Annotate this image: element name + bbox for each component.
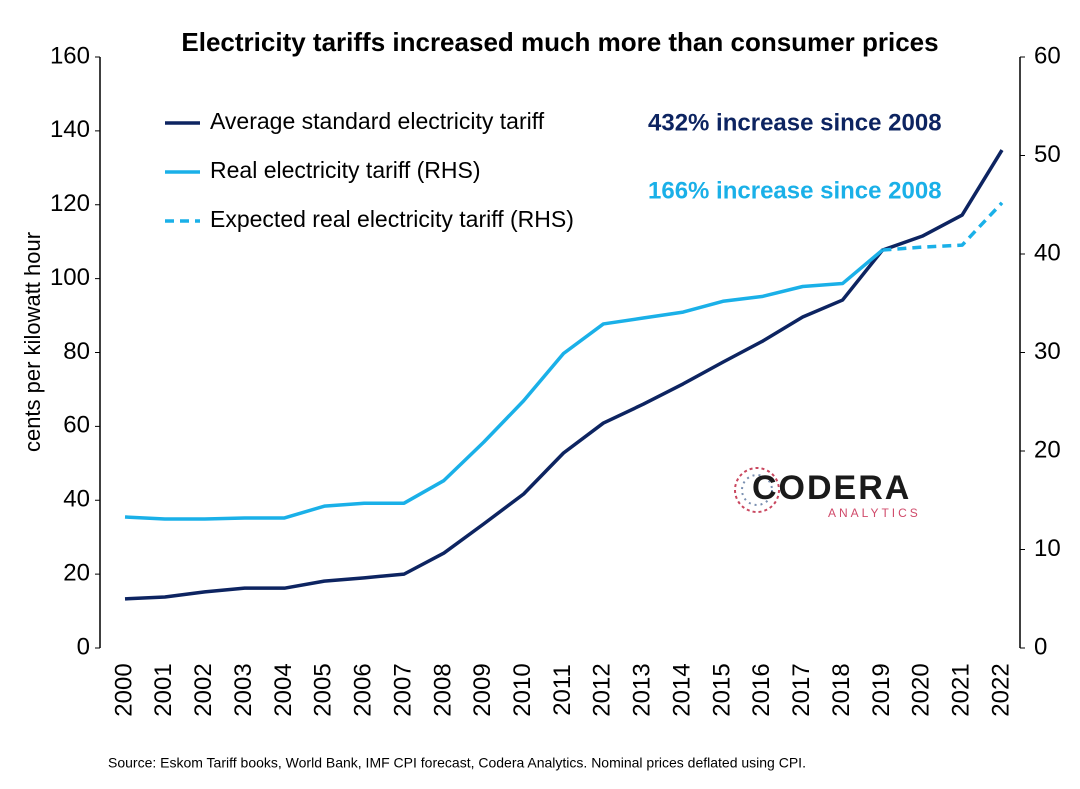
y2-tick-label: 60 (1034, 42, 1061, 69)
x-tick-label: 2020 (908, 663, 935, 716)
y-tick-label: 20 (63, 559, 90, 586)
chart-title: Electricity tariffs increased much more … (181, 27, 938, 57)
x-tick-label: 2022 (987, 663, 1014, 716)
x-tick-label: 2005 (310, 663, 337, 716)
y2-tick-label: 40 (1034, 239, 1061, 266)
series-line (124, 248, 884, 521)
y-tick-label: 120 (50, 190, 90, 217)
x-tick-label: 2014 (668, 663, 695, 716)
x-tick-label: 2001 (150, 663, 177, 716)
x-tick-label: 2003 (230, 663, 257, 716)
x-tick-label: 2007 (389, 663, 416, 716)
x-tick-label: 2013 (629, 663, 656, 716)
x-tick-label: 2002 (190, 663, 217, 716)
x-tick-label: 2012 (589, 663, 616, 716)
y2-tick-label: 10 (1034, 535, 1061, 562)
y-tick-label: 100 (50, 264, 90, 291)
y-tick-label: 40 (63, 486, 90, 513)
source-note: Source: Eskom Tariff books, World Bank, … (108, 755, 806, 771)
y-tick-label: 140 (50, 116, 90, 143)
logo-subtext: ANALYTICS (828, 506, 921, 520)
logo-text: CODERA (752, 469, 911, 507)
annotation: 166% increase since 2008 (648, 177, 942, 204)
legend-label: Real electricity tariff (RHS) (210, 157, 481, 183)
y-axis-title: cents per kilowatt hour (20, 232, 45, 452)
x-tick-label: 2004 (270, 663, 297, 716)
x-tick-label: 2006 (350, 663, 377, 716)
series-line (124, 149, 1004, 601)
y-tick-label: 60 (63, 412, 90, 439)
logo-icon (734, 467, 780, 513)
x-tick-label: 2019 (868, 663, 895, 716)
y2-tick-label: 50 (1034, 141, 1061, 168)
x-tick-label: 2017 (788, 663, 815, 716)
y-tick-label: 0 (77, 633, 90, 660)
y-tick-label: 80 (63, 338, 90, 365)
x-tick-label: 2011 (549, 664, 576, 716)
x-tick-label: 2016 (748, 663, 775, 716)
y-tick-label: 160 (50, 42, 90, 69)
legend-label: Average standard electricity tariff (210, 108, 545, 134)
legend-label: Expected real electricity tariff (RHS) (210, 206, 574, 232)
x-tick-label: 2015 (708, 663, 735, 716)
x-tick-label: 2009 (469, 663, 496, 716)
y2-tick-label: 0 (1034, 633, 1047, 660)
x-tick-label: 2010 (509, 663, 536, 716)
x-tick-label: 2008 (429, 663, 456, 716)
x-tick-label: 2000 (110, 663, 137, 716)
series-line (882, 201, 1004, 252)
logo-icon (741, 474, 773, 506)
annotation: 432% increase since 2008 (648, 109, 942, 136)
y2-tick-label: 30 (1034, 338, 1061, 365)
x-tick-label: 2018 (828, 663, 855, 716)
y2-tick-label: 20 (1034, 436, 1061, 463)
logo: CODERA ANALYTICS (734, 467, 921, 520)
x-tick-label: 2021 (947, 663, 974, 716)
